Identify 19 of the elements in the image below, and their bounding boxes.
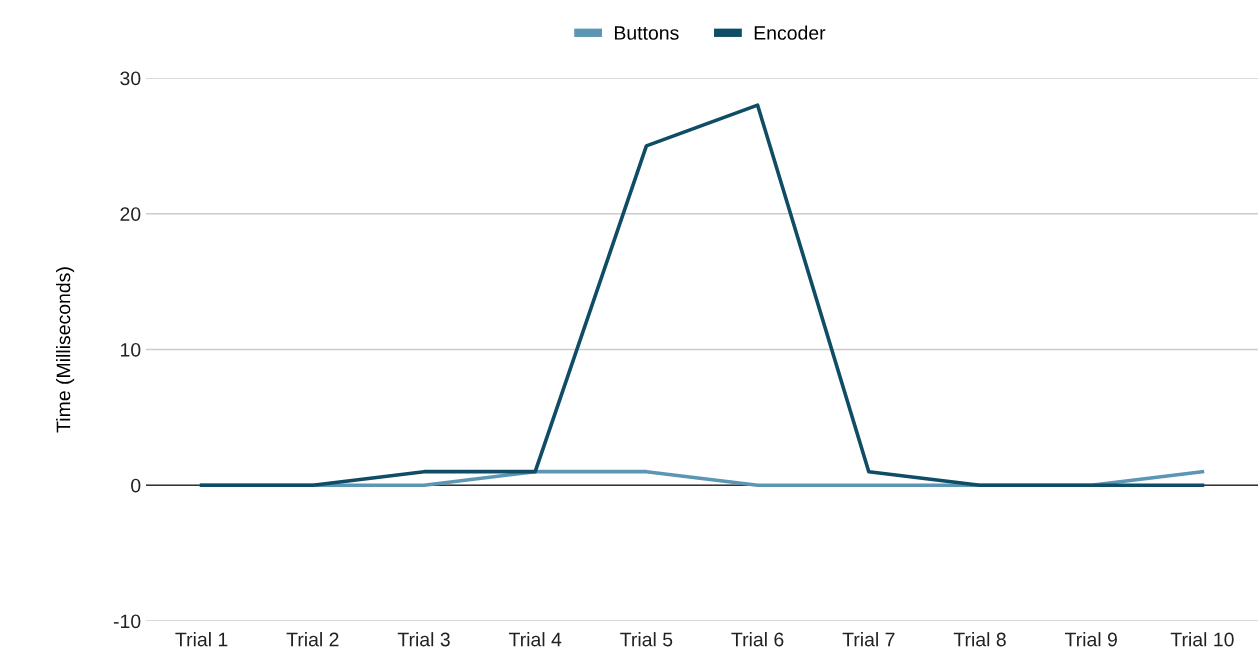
x-tick-label: Trial 10 (1170, 632, 1234, 647)
x-tick-label: Trial 6 (731, 632, 784, 647)
y-tick-label: 20 (120, 207, 141, 221)
x-tick-label: Trial 5 (620, 632, 673, 647)
line-series (199, 103, 1205, 488)
y-axis-title: Time (Milliseconds) (56, 267, 75, 433)
y-tick-label: 30 (120, 71, 141, 86)
x-tick-label: Trial 2 (286, 632, 339, 647)
x-tick-label: Trial 4 (508, 632, 562, 647)
y-tick-label: -10 (113, 614, 141, 629)
x-tick-label: Trial 3 (397, 632, 450, 647)
legend-label: Encoder (754, 25, 826, 40)
y-tick-label: 0 (131, 478, 141, 493)
x-tick-label: Trial 1 (175, 632, 228, 647)
x-tick-label: Trial 8 (953, 632, 1006, 647)
y-tick-label: 10 (121, 342, 141, 357)
x-tick-label: Trial 9 (1064, 632, 1117, 647)
legend-label: Buttons (614, 26, 679, 40)
x-tick-label: Trial 7 (842, 632, 895, 647)
